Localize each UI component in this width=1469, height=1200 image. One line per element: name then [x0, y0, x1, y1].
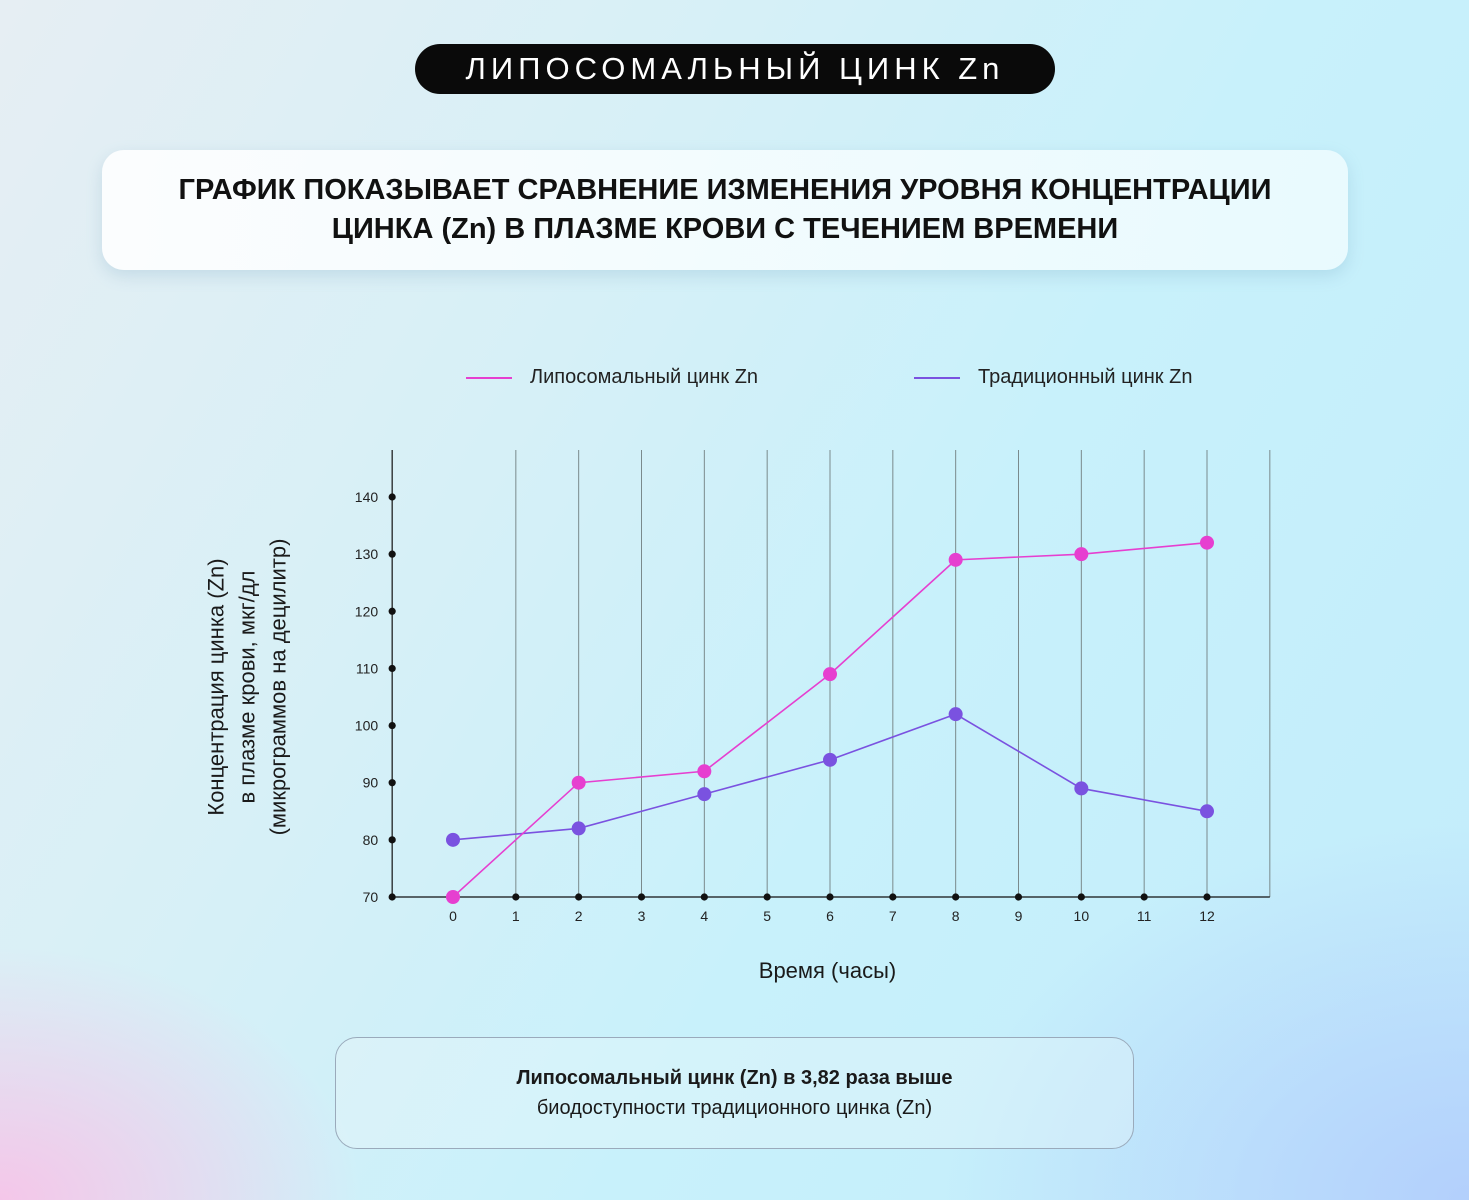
- subtitle-card: ГРАФИК ПОКАЗЫВАЕТ СРАВНЕНИЕ ИЗМЕНЕНИЯ УР…: [102, 150, 1348, 270]
- note-line-1: Липосомальный цинк (Zn) в 3,82 раза выше: [516, 1067, 953, 1089]
- y-tick-dot-140: [388, 493, 396, 501]
- x-tick-label-2: 2: [575, 908, 583, 924]
- x-tick-label-4: 4: [700, 908, 708, 924]
- y-axis-label-line-3: (микрограммов на децилитр): [265, 538, 291, 836]
- x-tick-dot-10: [1077, 893, 1085, 901]
- y-tick-label-130: 130: [355, 546, 379, 562]
- y-tick-dot-130: [388, 550, 396, 558]
- y-tick-label-90: 90: [363, 775, 379, 791]
- x-tick-label-10: 10: [1074, 908, 1090, 924]
- data-point-liposomal-4: [697, 764, 712, 779]
- y-tick-dot-120: [388, 607, 396, 615]
- page-title: ЛИПОСОМАЛЬНЫЙ ЦИНК Zn: [415, 44, 1055, 94]
- y-tick-dot-90: [388, 779, 396, 787]
- bioavailability-note: Липосомальный цинк (Zn) в 3,82 раза выше…: [335, 1037, 1134, 1149]
- legend-label-traditional: Традиционный цинк Zn: [978, 366, 1193, 388]
- data-point-traditional-2: [571, 821, 586, 836]
- y-tick-label-80: 80: [363, 832, 379, 848]
- x-axis-label: Время (часы): [758, 958, 897, 983]
- x-tick-dot-7: [889, 893, 897, 901]
- page-title-text: ЛИПОСОМАЛЬНЫЙ ЦИНК Zn: [465, 51, 1005, 86]
- data-point-liposomal-6: [823, 667, 837, 682]
- note-line-2: биодоступности традиционного цинка (Zn): [536, 1097, 933, 1119]
- x-tick-label-1: 1: [512, 908, 520, 924]
- x-tick-dot-11: [1140, 893, 1148, 901]
- x-tick-label-7: 7: [889, 908, 897, 924]
- legend-label-liposomal: Липосомальный цинк Zn: [530, 366, 759, 388]
- legend-line-liposomal: [466, 376, 512, 379]
- x-tick-dot-2: [575, 893, 583, 901]
- data-point-liposomal-10: [1074, 547, 1089, 562]
- x-tick-label-12: 12: [1199, 908, 1215, 924]
- y-axis-label-line-2: в плазме крови, мкг/дл: [234, 570, 260, 804]
- data-point-liposomal-0: [446, 890, 460, 904]
- data-point-traditional-10: [1074, 781, 1089, 796]
- y-axis-label-line-1: Концентрация цинка (Zn): [203, 558, 229, 816]
- data-point-traditional-12: [1200, 804, 1214, 819]
- x-tick-dot-1: [512, 893, 520, 901]
- chart-description-line-1: ГРАФИК ПОКАЗЫВАЕТ СРАВНЕНИЕ ИЗМЕНЕНИЯ УР…: [178, 174, 1272, 206]
- x-tick-dot-5: [763, 893, 771, 901]
- data-point-traditional-6: [823, 752, 837, 767]
- x-tick-label-11: 11: [1137, 908, 1152, 924]
- data-point-liposomal-8: [948, 552, 963, 567]
- x-tick-dot-4: [700, 893, 708, 901]
- x-tick-dot-3: [637, 893, 646, 901]
- y-tick-label-120: 120: [355, 603, 379, 619]
- legend-item-traditional: Традиционный цинк Zn: [914, 366, 1192, 389]
- legend-item-liposomal: Липосомальный цинк Zn: [466, 366, 758, 389]
- y-tick-label-70: 70: [363, 889, 379, 905]
- x-tick-label-8: 8: [952, 908, 960, 924]
- data-point-traditional-8: [948, 707, 963, 722]
- data-point-liposomal-12: [1200, 535, 1214, 550]
- x-tick-dot-8: [952, 893, 960, 901]
- x-tick-label-9: 9: [1015, 908, 1023, 924]
- y-tick-dot-110: [388, 664, 396, 673]
- data-point-liposomal-2: [571, 775, 586, 790]
- y-tick-dot-80: [388, 836, 396, 844]
- data-point-traditional-4: [697, 787, 712, 802]
- y-tick-dot-70: [388, 893, 396, 901]
- x-tick-dot-6: [826, 893, 834, 901]
- chart-description-line-2: ЦИНКА (Zn) В ПЛАЗМЕ КРОВИ С ТЕЧЕНИЕМ ВРЕ…: [331, 213, 1119, 245]
- x-tick-dot-9: [1014, 893, 1023, 901]
- x-tick-label-3: 3: [638, 908, 646, 924]
- x-tick-label-0: 0: [449, 908, 457, 924]
- x-tick-dot-12: [1203, 893, 1211, 901]
- x-tick-label-5: 5: [763, 908, 771, 924]
- y-tick-label-140: 140: [355, 489, 379, 505]
- y-tick-dot-100: [388, 721, 396, 730]
- chart-description: ГРАФИК ПОКАЗЫВАЕТ СРАВНЕНИЕ ИЗМЕНЕНИЯ УР…: [150, 171, 1300, 249]
- y-tick-label-110: 110: [356, 660, 379, 676]
- y-tick-label-100: 100: [355, 718, 379, 734]
- data-point-traditional-0: [446, 832, 460, 847]
- y-axis-label: Концентрация цинка (Zn) в плазме крови, …: [201, 477, 294, 897]
- legend-line-traditional: [914, 376, 960, 379]
- x-tick-label-6: 6: [826, 908, 834, 924]
